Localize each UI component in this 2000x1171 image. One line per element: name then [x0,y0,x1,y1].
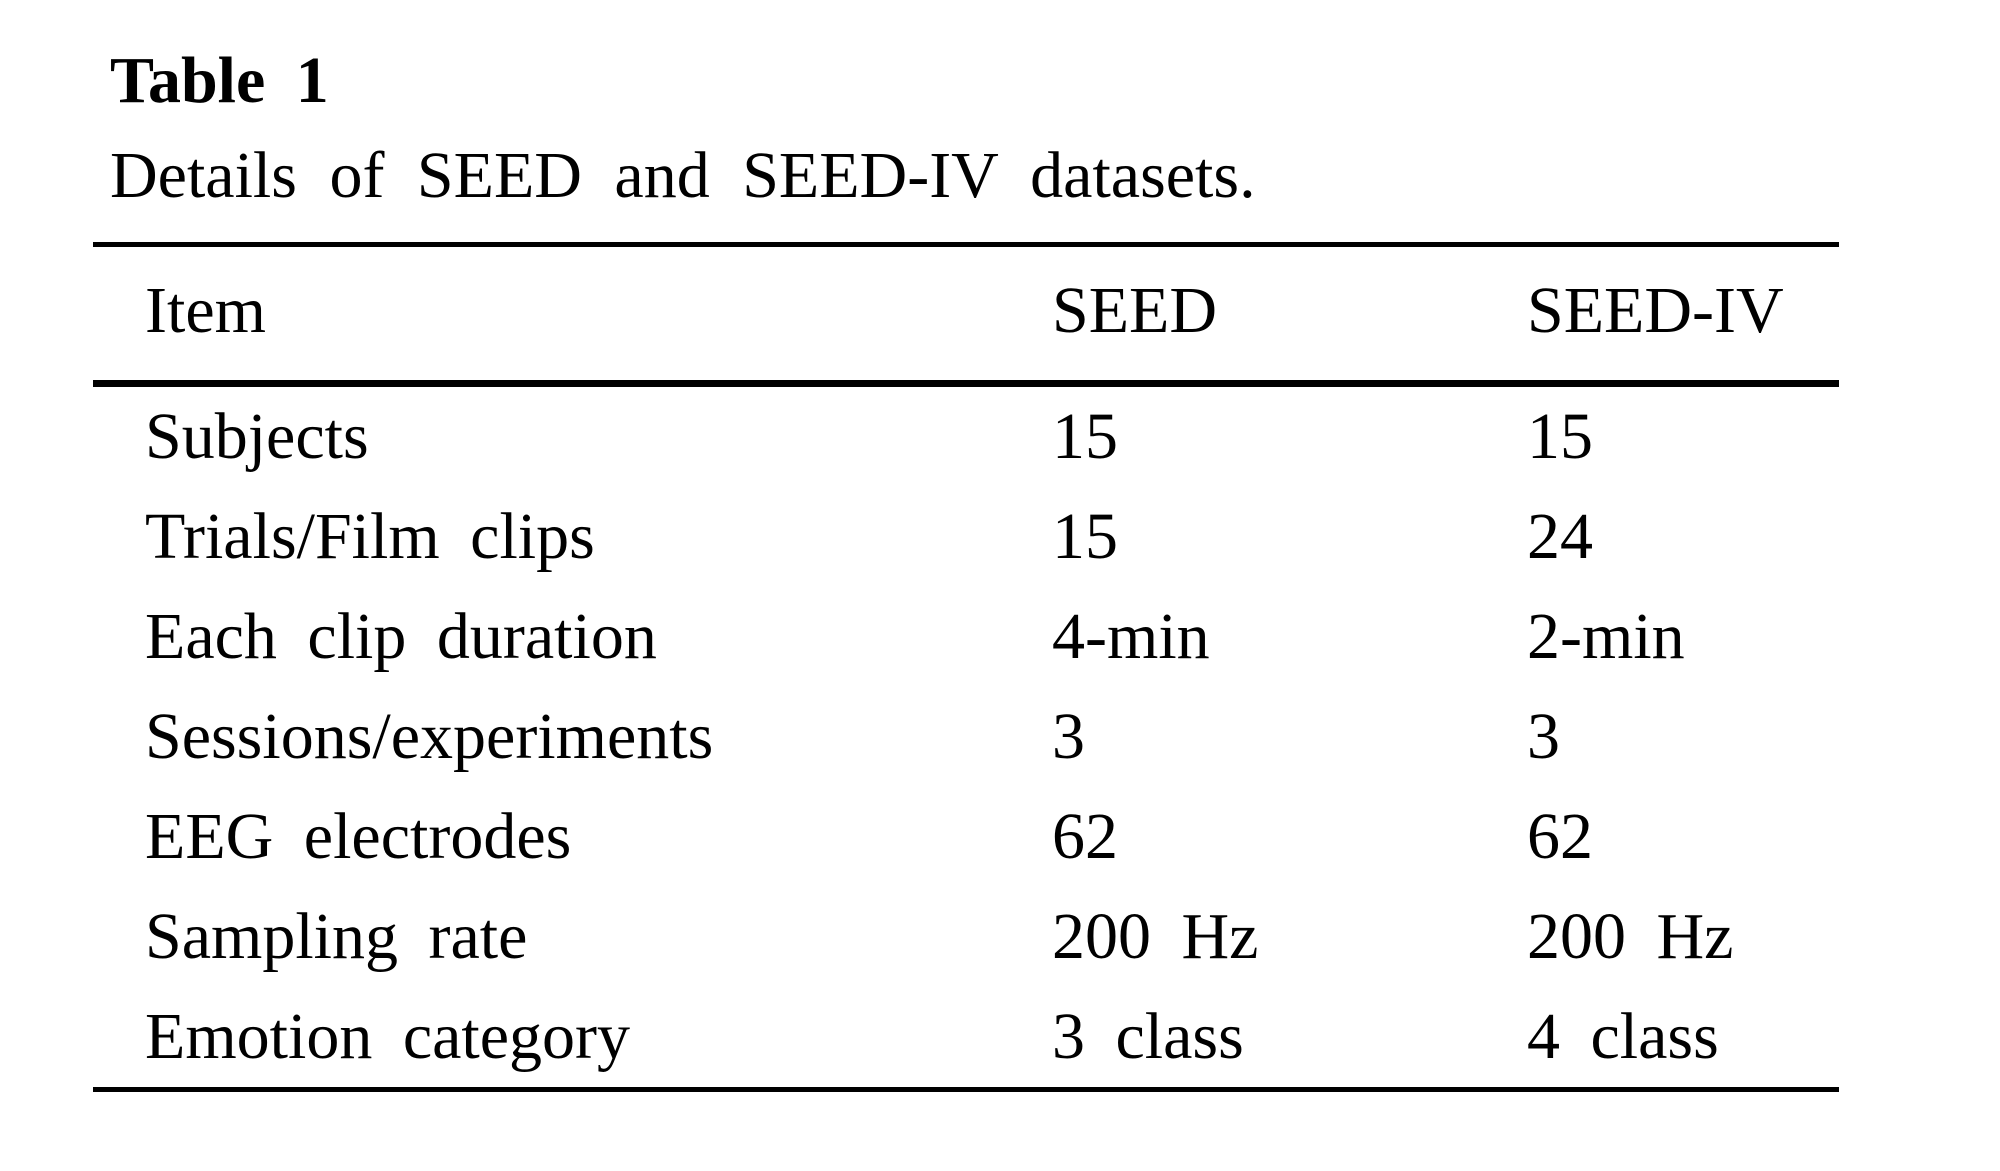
table-header-rule [93,380,1839,387]
cell-seed: 3 class [1052,1000,1244,1073]
cell-item: Sampling rate [145,900,528,973]
table-label: Table 1 [110,44,329,117]
cell-item: Sessions/experiments [145,700,714,773]
cell-seed-iv: 2-min [1527,600,1685,673]
table-row: Each clip duration 4-min 2-min [93,587,1839,687]
cell-item: Emotion category [145,1000,631,1073]
cell-seed-iv: 200 Hz [1527,900,1734,973]
column-header-item: Item [145,273,266,347]
cell-item: EEG electrodes [145,800,572,873]
cell-seed-iv: 62 [1527,800,1593,873]
table-row: Emotion category 3 class 4 class [93,987,1839,1087]
table-row: Sampling rate 200 Hz 200 Hz [93,887,1839,987]
cell-seed-iv: 3 [1527,700,1560,773]
table-row: Subjects 15 15 [93,387,1839,487]
cell-seed: 15 [1052,500,1118,573]
table-body: Subjects 15 15 Trials/Film clips 15 24 E… [93,387,1839,1087]
table-top-rule [93,242,1839,247]
cell-seed: 15 [1052,400,1118,473]
cell-seed: 3 [1052,700,1085,773]
table-row: Sessions/experiments 3 3 [93,687,1839,787]
table-caption: Details of SEED and SEED-IV datasets. [110,139,1256,212]
cell-item: Each clip duration [145,600,657,673]
table-row: EEG electrodes 62 62 [93,787,1839,887]
cell-item: Subjects [145,400,369,473]
column-header-seed-iv: SEED-IV [1527,273,1784,347]
cell-seed-iv: 24 [1527,500,1593,573]
datasets-table: Item SEED SEED-IV Subjects 15 15 Trials/… [93,242,1839,1092]
table-row: Trials/Film clips 15 24 [93,487,1839,587]
cell-seed-iv: 4 class [1527,1000,1719,1073]
cell-seed: 62 [1052,800,1118,873]
cell-seed: 4-min [1052,600,1210,673]
column-header-seed: SEED [1052,273,1217,347]
table-bottom-rule [93,1087,1839,1092]
cell-seed: 200 Hz [1052,900,1259,973]
table-header-row: Item SEED SEED-IV [93,247,1839,380]
cell-item: Trials/Film clips [145,500,595,573]
cell-seed-iv: 15 [1527,400,1593,473]
